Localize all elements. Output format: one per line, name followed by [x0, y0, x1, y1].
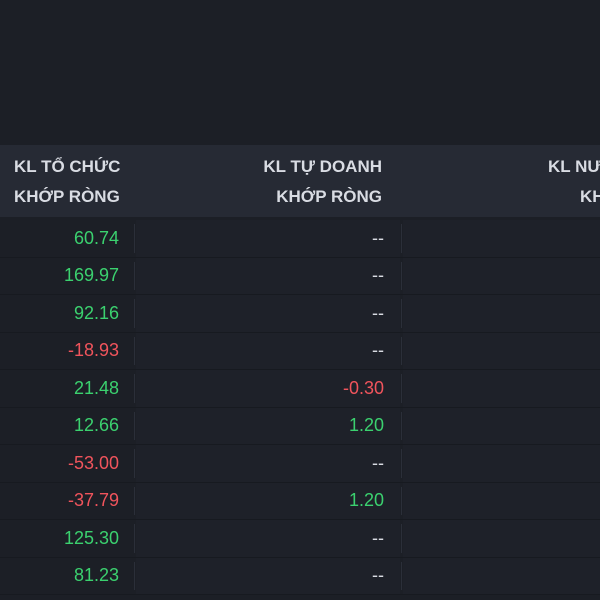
column-divider	[134, 336, 135, 365]
header-foreign-line1: KL NƯ	[548, 157, 600, 176]
proprietary-net-volume-cell: --	[136, 445, 400, 482]
column-divider	[401, 524, 402, 553]
table-header: KL TỔ CHỨC KHỚP RÒNG KL TỰ DOANH KHỚP RÒ…	[0, 145, 600, 217]
column-divider	[401, 449, 402, 478]
table-row[interactable]: 92.16 --	[0, 295, 600, 333]
proprietary-net-volume-cell: 1.20	[136, 482, 400, 519]
foreign-net-volume-cell	[403, 332, 600, 369]
column-divider	[134, 224, 135, 253]
org-net-volume-cell: 12.66	[73, 415, 119, 436]
header-prop-line1: KL TỰ DOANH	[263, 157, 382, 176]
column-divider	[401, 374, 402, 403]
org-net-volume-cell: -18.93	[67, 340, 119, 361]
foreign-net-volume-cell	[403, 557, 600, 594]
header-foreign-line2: KH	[580, 187, 600, 206]
header-org-line2: KHỚP RÒNG	[14, 187, 120, 206]
foreign-net-volume-cell	[403, 370, 600, 407]
column-divider	[401, 411, 402, 440]
org-net-volume-cell: 92.16	[73, 302, 119, 323]
header-org-line1: KL TỔ CHỨC	[14, 157, 121, 176]
table-row[interactable]: -18.93 --	[0, 332, 600, 370]
org-net-volume-cell: -53.00	[67, 452, 119, 473]
column-divider	[134, 299, 135, 328]
proprietary-net-volume-cell: --	[136, 332, 400, 369]
org-net-volume-cell: 169.97	[63, 265, 119, 286]
column-divider	[134, 411, 135, 440]
foreign-net-volume-cell	[403, 257, 600, 294]
table-row[interactable]: -53.00 --	[0, 445, 600, 483]
foreign-net-volume-cell	[403, 220, 600, 257]
table-row[interactable]: 60.74 --	[0, 220, 600, 258]
foreign-net-volume-cell	[403, 520, 600, 557]
proprietary-net-volume-cell: --	[136, 257, 400, 294]
column-divider	[134, 374, 135, 403]
foreign-net-volume-cell	[403, 445, 600, 482]
column-divider	[401, 561, 402, 590]
org-net-volume-cell: 81.23	[73, 565, 119, 586]
column-divider	[134, 261, 135, 290]
proprietary-net-volume-cell: --	[136, 557, 400, 594]
proprietary-net-volume-cell: --	[136, 220, 400, 257]
table-body: 60.74 -- 169.97 -- 92.16 -- -18.93 -- 21…	[0, 220, 600, 595]
header-prop-line2: KHỚP RÒNG	[276, 187, 382, 206]
table-row[interactable]: 21.48 -0.30	[0, 370, 600, 408]
org-net-volume-cell: 125.30	[63, 527, 119, 548]
table-row[interactable]: 169.97 --	[0, 257, 600, 295]
proprietary-net-volume-cell: --	[136, 295, 400, 332]
org-net-volume-cell: 60.74	[73, 227, 119, 248]
org-net-volume-cell: -37.79	[67, 490, 119, 511]
column-divider	[134, 561, 135, 590]
table-row[interactable]: 81.23 --	[0, 557, 600, 595]
table-row[interactable]: -37.79 1.20	[0, 482, 600, 520]
table-row[interactable]: 12.66 1.20	[0, 407, 600, 445]
header-foreign-net-volume[interactable]: KL NƯ KH	[548, 145, 600, 217]
table-row[interactable]: 125.30 --	[0, 520, 600, 558]
proprietary-net-volume-cell: -0.30	[136, 370, 400, 407]
foreign-net-volume-cell	[403, 295, 600, 332]
foreign-net-volume-cell	[403, 407, 600, 444]
column-divider	[401, 299, 402, 328]
column-divider	[134, 486, 135, 515]
column-divider	[401, 336, 402, 365]
proprietary-net-volume-cell: 1.20	[136, 407, 400, 444]
foreign-net-volume-cell	[403, 482, 600, 519]
org-net-volume-cell: 21.48	[73, 377, 119, 398]
column-divider	[401, 224, 402, 253]
column-divider	[401, 486, 402, 515]
column-divider	[401, 261, 402, 290]
header-org-net-volume[interactable]: KL TỔ CHỨC KHỚP RÒNG	[14, 145, 120, 217]
header-proprietary-net-volume[interactable]: KL TỰ DOANH KHỚP RÒNG	[140, 145, 382, 217]
column-divider	[134, 524, 135, 553]
proprietary-net-volume-cell: --	[136, 520, 400, 557]
column-divider	[134, 449, 135, 478]
